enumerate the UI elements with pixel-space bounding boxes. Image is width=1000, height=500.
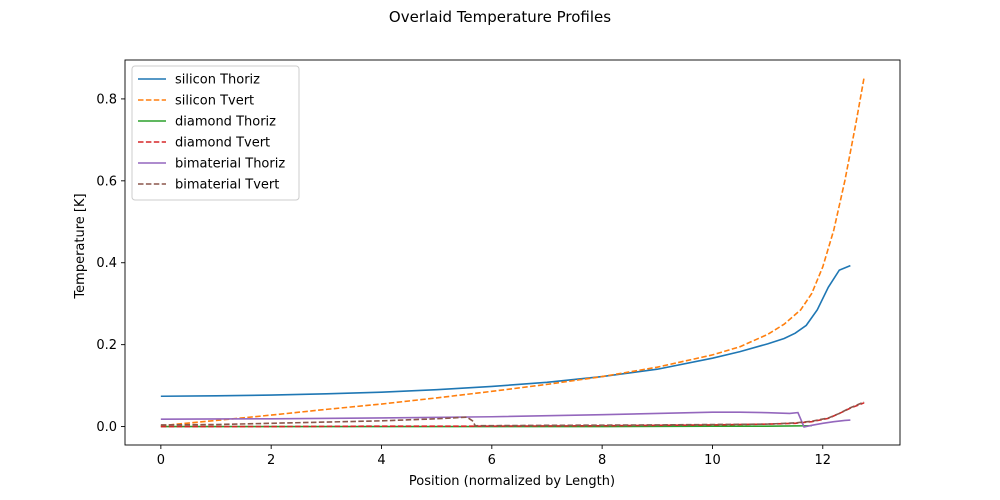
legend-label-0: silicon Thoriz: [175, 73, 260, 88]
x-tick-label: 0: [157, 453, 165, 468]
series-line-0: [160, 264, 851, 398]
chart-title: Overlaid Temperature Profiles: [389, 8, 611, 26]
plot-frame: [124, 59, 901, 446]
legend-label-5: bimaterial Tvert: [175, 178, 279, 193]
y-axis-label: Temperature [K]: [73, 193, 88, 299]
y-tick-label: 0.0: [96, 420, 117, 435]
legend-label-3: diamond Tvert: [175, 136, 270, 151]
x-tick-label: 12: [815, 453, 832, 468]
y-tick-label: 0.4: [96, 256, 117, 271]
x-tick-label: 6: [488, 453, 496, 468]
legend-label-1: silicon Tvert: [175, 94, 254, 109]
axes-layer: 0 2 4 6 8 10 12 0.0 0.2 0.4 0.6 0.8: [96, 59, 901, 468]
y-tick-label: 0.6: [96, 174, 117, 189]
x-tick-label: 2: [267, 453, 275, 468]
x-tick-label: 8: [598, 453, 606, 468]
legend-box: [131, 65, 300, 201]
x-tick-label: 4: [377, 453, 385, 468]
series-line-4: [160, 411, 851, 428]
legend-label-2: diamond Thoriz: [175, 115, 276, 130]
y-tick-label: 0.2: [96, 338, 117, 353]
series-line-5: [160, 401, 865, 427]
series-layer: [160, 77, 865, 428]
x-tick-label: 10: [704, 453, 721, 468]
x-axis-label: Position (normalized by Length): [409, 474, 615, 489]
legend-label-4: bimaterial Thoriz: [175, 157, 285, 172]
series-line-1: [160, 77, 865, 427]
legend: silicon Thoriz silicon Tvert diamond Thori…: [131, 65, 300, 201]
y-tick-label: 0.8: [96, 92, 117, 107]
